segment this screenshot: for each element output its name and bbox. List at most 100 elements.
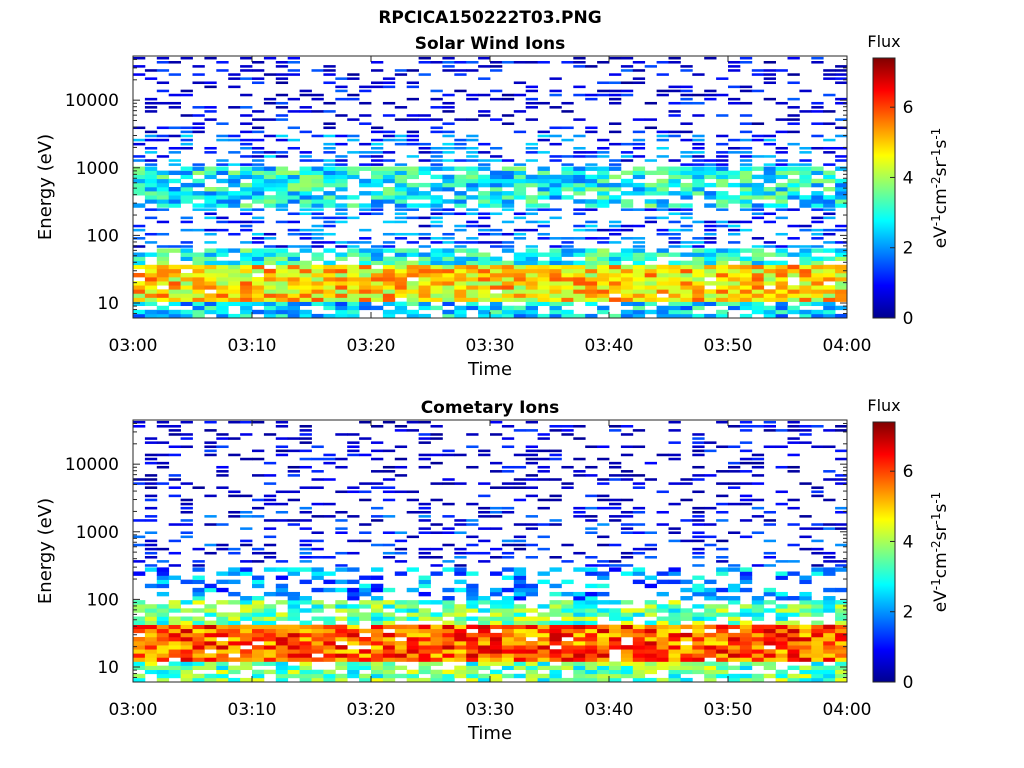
heatmap-cell [775, 653, 788, 658]
heatmap-cell [406, 289, 419, 294]
heatmap-cell [835, 101, 848, 105]
heatmap-cell [394, 425, 408, 428]
heatmap-cell [716, 203, 729, 208]
heatmap-cell [359, 142, 372, 146]
heatmap-cell [156, 657, 170, 662]
heatmap-cell [311, 224, 324, 228]
heatmap-cell [549, 628, 562, 634]
heatmap-cell [466, 669, 479, 675]
heatmap-cell [811, 56, 824, 60]
heatmap-cell [632, 661, 646, 666]
heatmap-cell [704, 224, 717, 228]
heatmap-cell [728, 182, 741, 188]
heatmap-cell [371, 636, 384, 642]
heatmap-cell [490, 297, 503, 302]
heatmap-cell [442, 151, 455, 154]
heatmap-cell [716, 571, 729, 576]
heatmap-cell [406, 632, 419, 638]
heatmap-cell [418, 146, 431, 150]
heatmap-cell [192, 73, 205, 76]
heatmap-cell [501, 632, 515, 638]
heatmap-cell [263, 134, 277, 138]
heatmap-cell [275, 649, 289, 654]
heatmap-cell [216, 277, 229, 282]
heatmap-cell [573, 289, 586, 294]
heatmap-cell [644, 220, 657, 224]
heatmap-cell [192, 203, 205, 208]
heatmap-cell [418, 608, 431, 613]
heatmap-cell [787, 560, 800, 563]
heatmap-cell [799, 228, 812, 232]
heatmap-cell [704, 579, 717, 585]
heatmap-cell [347, 669, 360, 675]
heatmap-cell [311, 277, 324, 282]
heatmap-cell [240, 122, 253, 125]
heatmap-cell [382, 114, 396, 117]
heatmap-cell [216, 587, 229, 593]
heatmap-cell [347, 77, 360, 80]
heatmap-cell [275, 677, 289, 683]
heatmap-cell [751, 89, 765, 93]
heatmap-cell [525, 445, 538, 449]
heatmap-cell [168, 425, 181, 428]
heatmap-cell [739, 228, 753, 232]
heatmap-cell [466, 673, 479, 679]
heatmap-cell [811, 178, 824, 184]
heatmap-cell [739, 289, 753, 294]
heatmap-cell [525, 453, 538, 457]
heatmap-cell [418, 56, 431, 60]
heatmap-cell [835, 653, 848, 658]
heatmap-cell [823, 653, 836, 658]
heatmap-cell [656, 661, 669, 666]
heatmap-cell [478, 151, 491, 154]
heatmap-cell [668, 245, 681, 248]
heatmap-cell [787, 118, 800, 121]
heatmap-cell [656, 130, 669, 134]
heatmap-cell [299, 457, 312, 461]
heatmap-cell [430, 425, 443, 428]
heatmap-cell [442, 281, 455, 286]
heatmap-cell [394, 73, 408, 76]
heatmap-cell [763, 510, 776, 514]
x-tick-label: 03:10 [228, 700, 277, 720]
heatmap-cell [609, 264, 622, 270]
heatmap-cell [823, 293, 836, 298]
heatmap-cell [751, 657, 765, 662]
heatmap-cell [418, 268, 431, 274]
heatmap-cell [287, 245, 300, 248]
heatmap-cell [763, 138, 776, 142]
heatmap-cell [323, 620, 336, 625]
heatmap-cell [192, 649, 205, 654]
heatmap-cell [668, 579, 681, 585]
heatmap-cell [811, 122, 824, 125]
heatmap-cell [513, 313, 527, 319]
heatmap-cell [501, 567, 515, 572]
heatmap-cell [597, 612, 610, 617]
heatmap-cell [823, 657, 836, 662]
heatmap-cell [835, 166, 848, 171]
heatmap-cell [430, 118, 443, 121]
heatmap-cell [644, 203, 657, 208]
heatmap-cell [228, 199, 241, 204]
heatmap-cell [692, 604, 705, 609]
heatmap-cell [144, 77, 158, 80]
heatmap-cell [299, 199, 312, 204]
heatmap-cell [204, 212, 217, 216]
heatmap-cell [680, 85, 693, 89]
heatmap-cell [704, 166, 717, 171]
heatmap-cell [775, 208, 788, 211]
heatmap-cell [573, 199, 586, 204]
heatmap-cell [252, 616, 265, 621]
heatmap-cell [228, 616, 241, 621]
heatmap-cell [347, 277, 360, 282]
heatmap-cell [525, 268, 538, 274]
heatmap-cell [490, 669, 503, 675]
heatmap-cell [442, 657, 455, 662]
heatmap-cell [216, 600, 229, 605]
heatmap-cell [609, 182, 622, 188]
heatmap-cell [620, 498, 634, 502]
heatmap-cell [144, 474, 158, 477]
heatmap-cell [597, 608, 610, 613]
heatmap-cell [513, 268, 527, 274]
heatmap-cell [144, 519, 158, 522]
